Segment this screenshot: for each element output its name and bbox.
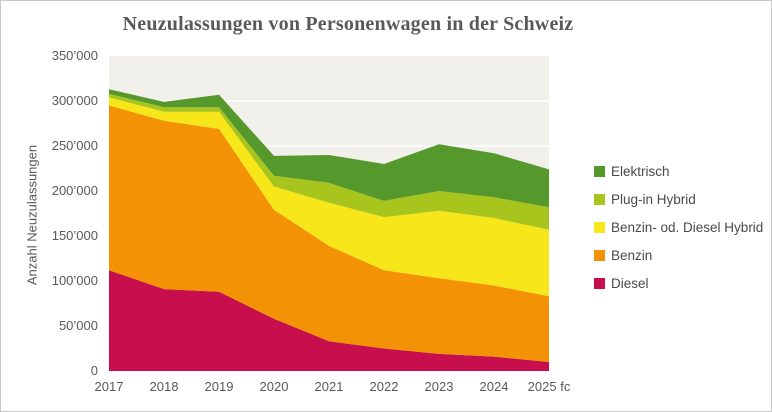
y-tick-label: 350’000 xyxy=(51,48,98,63)
legend-label: Benzin- od. Diesel Hybrid xyxy=(611,219,764,235)
x-tick-label: 2018 xyxy=(149,379,179,394)
x-tick-label: 2025 fc xyxy=(527,379,571,394)
y-tick-label: 0 xyxy=(90,363,98,378)
area-series-diesel xyxy=(109,270,549,371)
x-tick-label: 2019 xyxy=(204,379,234,394)
area-series-benzin xyxy=(109,105,549,362)
legend-label: Elektrisch xyxy=(611,163,670,179)
y-tick-label: 100’000 xyxy=(51,273,98,288)
x-tick-label: 2024 xyxy=(479,379,509,394)
x-tick-label: 2020 xyxy=(259,379,289,394)
y-tick-label: 50’000 xyxy=(58,318,98,333)
chart-title: Neuzulassungen von Personenwagen in der … xyxy=(122,13,574,35)
x-tick-label: 2017 xyxy=(94,379,124,394)
legend-item: Plug-in Hybrid xyxy=(594,191,763,207)
y-tick-label: 300’000 xyxy=(51,93,98,108)
x-tick-label: 2022 xyxy=(369,379,399,394)
x-tick-label: 2023 xyxy=(424,379,454,394)
area-series-elektrisch xyxy=(109,89,549,208)
legend-item: Elektrisch xyxy=(594,163,763,179)
legend-swatch-icon xyxy=(594,221,605,233)
legend: Elektrisch Plug-in Hybrid Benzin- od. Dies… xyxy=(594,163,763,291)
y-tick-label: 200’000 xyxy=(51,183,98,198)
x-tick-label: 2021 xyxy=(314,379,344,394)
legend-swatch-icon xyxy=(594,193,605,205)
area-series-benzin-od-diesel-hybrid xyxy=(109,97,549,297)
legend-label: Benzin xyxy=(611,247,653,263)
y-tick-label: 250’000 xyxy=(51,138,98,153)
legend-swatch-icon xyxy=(594,249,605,261)
legend-item: Diesel xyxy=(594,275,763,291)
legend-item: Benzin xyxy=(594,247,763,263)
legend-swatch-icon xyxy=(594,277,605,289)
plot-area xyxy=(109,56,549,371)
y-tick-label: 150’000 xyxy=(51,228,98,243)
legend-label: Diesel xyxy=(611,275,649,291)
legend-swatch-icon xyxy=(594,165,605,177)
legend-label: Plug-in Hybrid xyxy=(611,191,696,207)
legend-item: Benzin- od. Diesel Hybrid xyxy=(594,219,763,235)
y-axis-title: Anzahl Neuzulassungen xyxy=(24,144,40,286)
area-series-plug-in-hybrid xyxy=(109,93,549,230)
